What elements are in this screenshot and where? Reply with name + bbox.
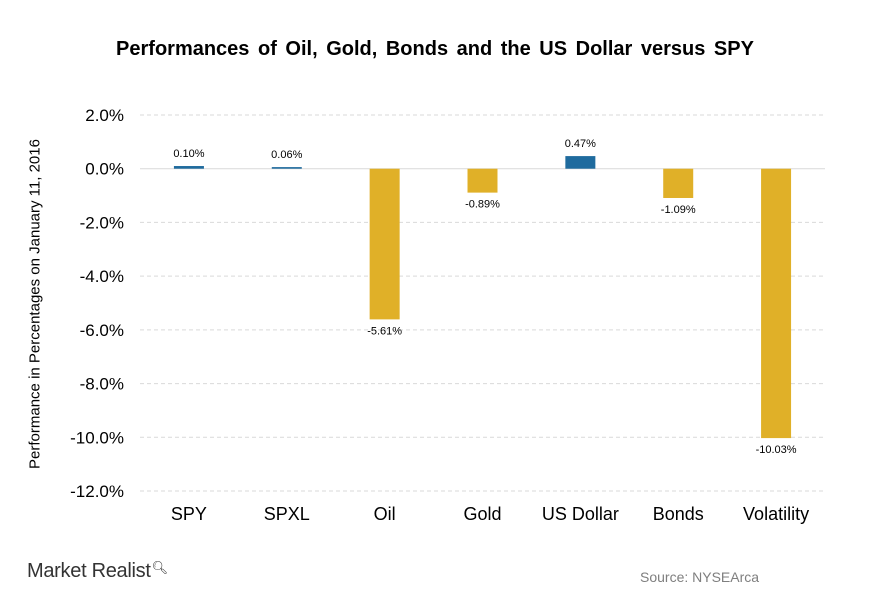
y-tick-label: 0.0% bbox=[85, 160, 124, 179]
category-label: Volatility bbox=[743, 504, 809, 524]
category-label: SPXL bbox=[264, 504, 310, 524]
gridlines bbox=[140, 114, 825, 492]
logo-text: Market Realist bbox=[27, 560, 151, 582]
y-tick-label: -6.0% bbox=[80, 321, 124, 340]
data-labels: 0.10% 0.06% -5.61% -0.89% 0.47% -1.09% -10.03% bbox=[173, 138, 796, 456]
data-label: -1.09% bbox=[661, 204, 696, 216]
y-tick-label: -10.0% bbox=[70, 428, 124, 447]
category-label: SPY bbox=[171, 504, 207, 524]
y-tick-labels: 2.0% 0.0% -2.0% -4.0% -6.0% -8.0% -10.0% -12.0% bbox=[70, 106, 124, 501]
bar bbox=[565, 156, 596, 169]
y-tick-label: -4.0% bbox=[80, 267, 124, 286]
bar bbox=[173, 166, 204, 169]
data-label: -5.61% bbox=[367, 325, 402, 337]
data-label: 0.06% bbox=[271, 149, 302, 161]
bars bbox=[173, 156, 792, 439]
data-label: -10.03% bbox=[756, 444, 797, 456]
source-note: Source: NYSEArca bbox=[640, 569, 760, 585]
data-label: -0.89% bbox=[465, 199, 500, 211]
category-label: US Dollar bbox=[542, 504, 619, 524]
y-tick-label: -12.0% bbox=[70, 482, 124, 501]
data-label: 0.47% bbox=[565, 138, 596, 150]
bar bbox=[663, 168, 694, 198]
magnifier-icon: 🔍︎ bbox=[151, 560, 169, 575]
category-label: Oil bbox=[374, 504, 396, 524]
data-label: 0.10% bbox=[173, 148, 204, 160]
y-tick-label: -2.0% bbox=[80, 213, 124, 232]
y-tick-label: -8.0% bbox=[80, 375, 124, 394]
chart-title: Performances of Oil, Gold, Bonds and the… bbox=[116, 38, 754, 60]
market-realist-logo: Market Realist🔍︎ bbox=[27, 560, 168, 583]
category-label: Gold bbox=[463, 504, 501, 524]
bar bbox=[761, 168, 792, 439]
bar bbox=[271, 167, 302, 169]
bar bbox=[467, 168, 498, 193]
category-labels: SPY SPXL Oil Gold US Dollar Bonds Volatility bbox=[171, 504, 809, 524]
y-tick-label: 2.0% bbox=[85, 106, 124, 125]
category-label: Bonds bbox=[653, 504, 704, 524]
bar bbox=[369, 168, 400, 320]
